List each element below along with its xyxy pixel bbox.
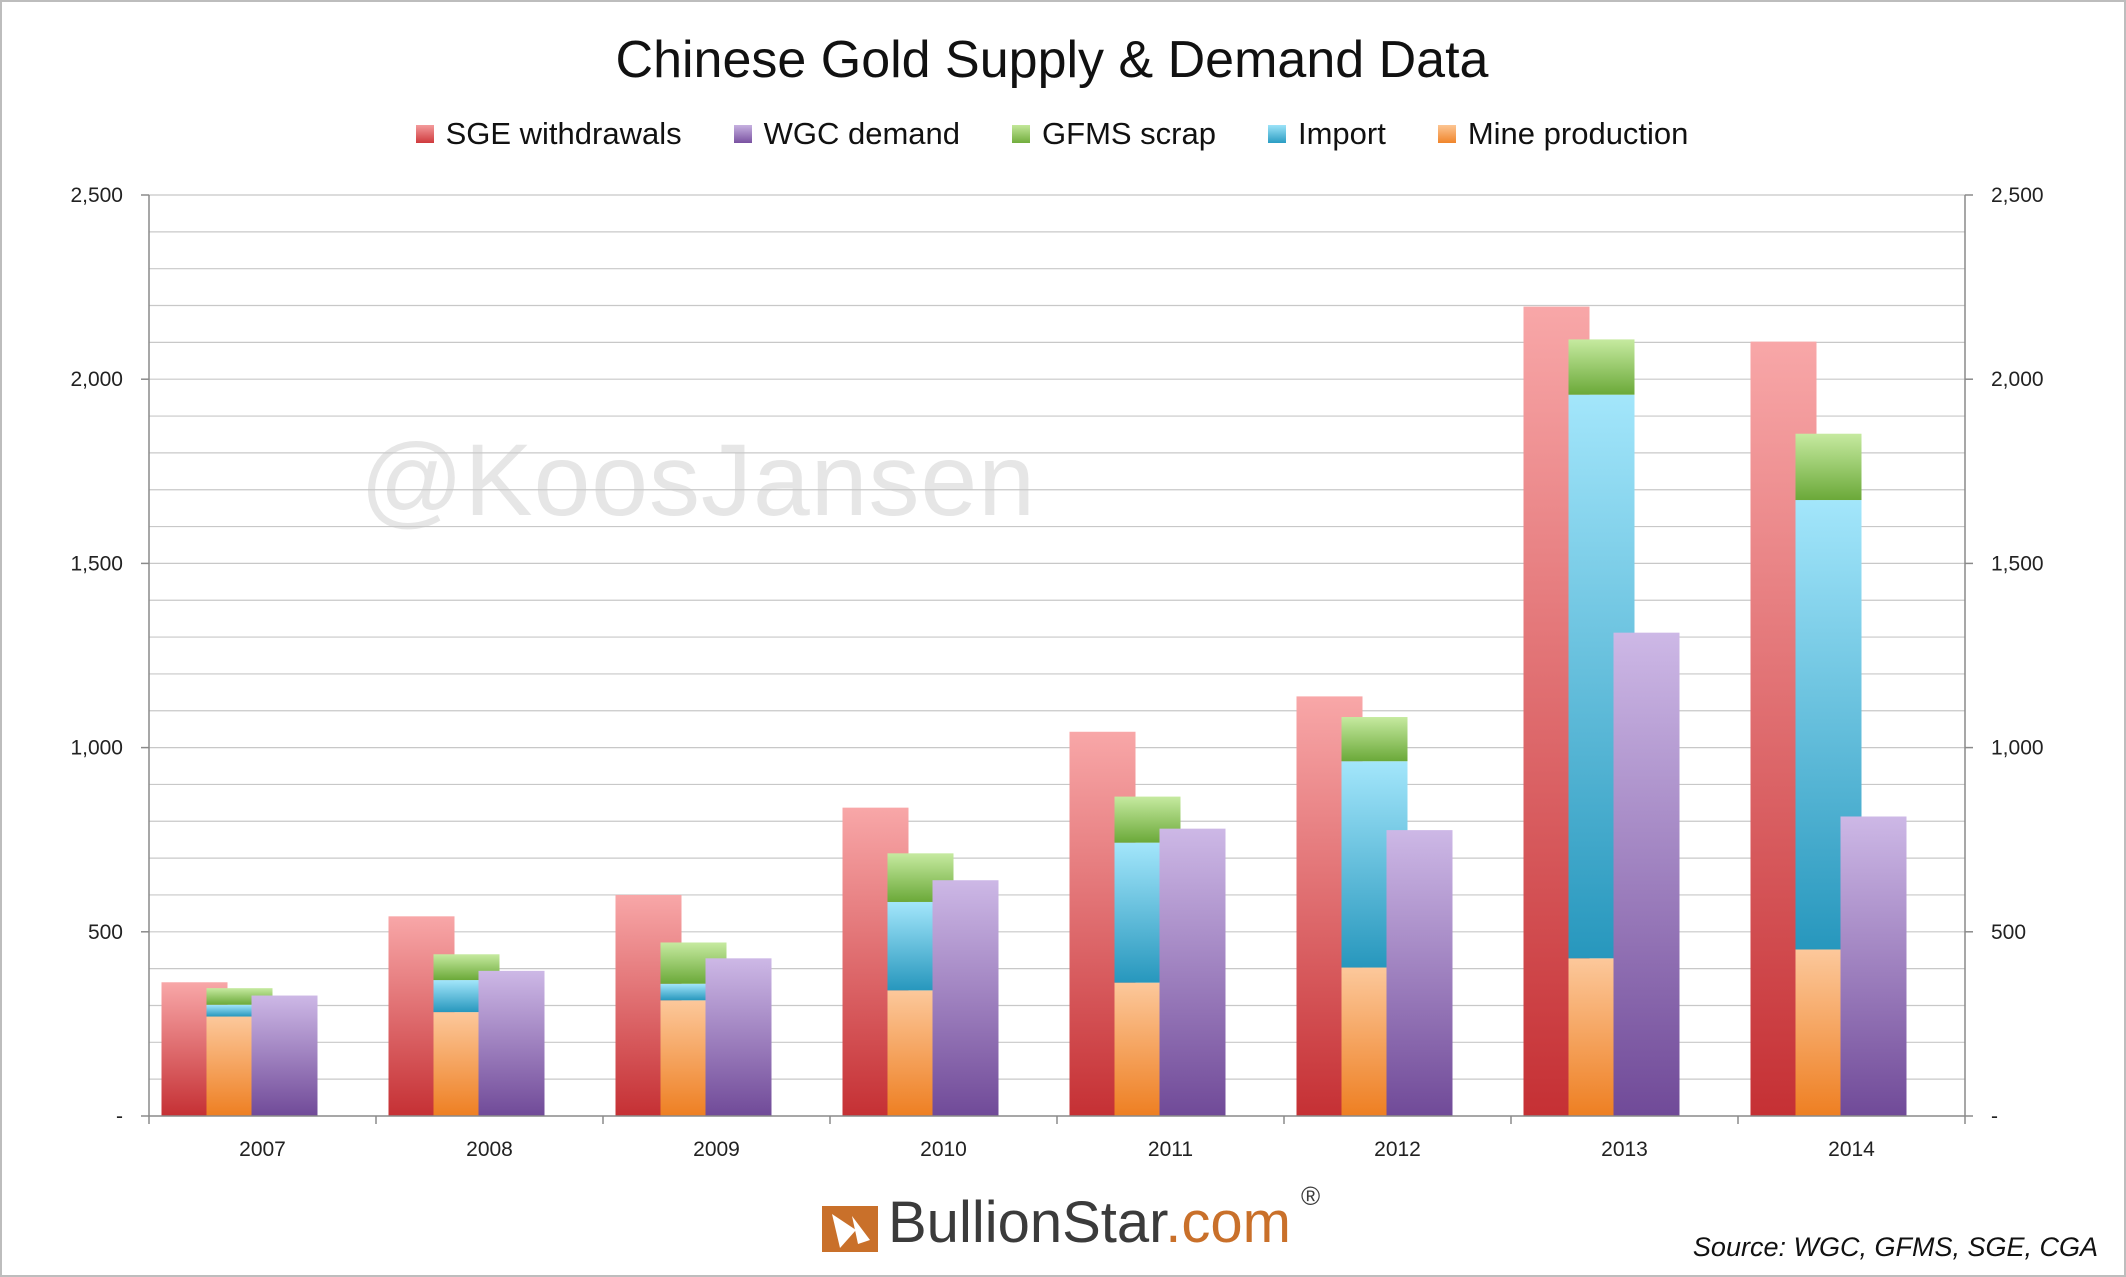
source-note: Source: WGC, GFMS, SGE, CGA: [1692, 1232, 2098, 1262]
bar-wgc-demand: [705, 958, 772, 1116]
legend-item-mine-production: Mine production: [1437, 116, 1689, 152]
legend-swatch-wgc: [733, 125, 752, 143]
x-tick-label: 2014: [1828, 1138, 1875, 1161]
y-tick-label-right: 2,000: [1991, 368, 2044, 391]
logo-domain: .com: [1165, 1190, 1291, 1255]
x-tick-label: 2011: [1148, 1138, 1193, 1161]
bar-wgc-demand: [1386, 830, 1453, 1116]
bar-import: [206, 1004, 273, 1017]
legend-swatch-mine: [1437, 125, 1456, 143]
legend-item-sge-withdrawals: SGE withdrawals: [415, 116, 682, 152]
x-tick-label: 2010: [920, 1138, 967, 1161]
legend-item-wgc-demand: WGC demand: [733, 116, 961, 152]
y-tick-label-left: 2,500: [70, 184, 123, 207]
x-tick-label: 2009: [693, 1138, 740, 1161]
y-tick-label-left: -: [116, 1105, 123, 1128]
logo-brand-name: BullionStar: [888, 1190, 1166, 1255]
y-tick-label-right: -: [1991, 1105, 1998, 1128]
bar-gfms-scrap: [1341, 717, 1408, 762]
bar-wgc-demand: [478, 970, 545, 1116]
chart-title: Chinese Gold Supply & Demand Data: [615, 31, 1489, 89]
bar-wgc-demand: [1613, 632, 1680, 1116]
y-tick-label-left: 500: [88, 921, 123, 944]
y-tick-label-right: 2,500: [1991, 184, 2044, 207]
y-tick-label-left: 1,500: [70, 552, 123, 575]
y-tick-label-right: 500: [1991, 921, 2026, 944]
legend-swatch-import: [1267, 125, 1286, 143]
legend-swatch-sge: [415, 125, 434, 143]
bars: [161, 306, 1907, 1117]
x-tick-label: 2007: [239, 1138, 286, 1161]
bar-wgc-demand: [1840, 816, 1907, 1116]
x-tick-label: 2012: [1374, 1138, 1421, 1161]
legend-swatch-gfms: [1012, 125, 1031, 143]
x-tick-label: 2008: [466, 1138, 513, 1161]
legend-label-gfms: GFMS scrap: [1042, 116, 1216, 151]
bar-wgc-demand: [932, 880, 999, 1116]
tick-labels: - - 500 500 1,000 1,000 1,500 1,500 2,000 2,000 2,…: [70, 184, 2043, 1161]
bar-gfms-scrap: [1795, 433, 1862, 501]
bar-wgc-demand: [1159, 828, 1226, 1116]
y-tick-label-right: 1,500: [1991, 552, 2044, 575]
y-tick-label-right: 1,000: [1991, 737, 2044, 760]
legend-label-wgc: WGC demand: [763, 116, 961, 151]
axes: [141, 194, 1973, 1124]
logo-text: BullionStar.com: [888, 1194, 1291, 1252]
legend-label-mine: Mine production: [1467, 116, 1689, 151]
watermark: @KoosJansen: [360, 423, 1036, 537]
star-logo-icon: [822, 1206, 878, 1252]
x-tick-label: 2013: [1601, 1138, 1648, 1161]
legend: SGE withdrawals WGC demand GFMS scrap Im…: [2, 116, 2102, 152]
bar-gfms-scrap: [1568, 339, 1635, 395]
legend-label-import: Import: [1297, 116, 1386, 151]
bullionstar-logo: BullionStar.com ®: [822, 1181, 1320, 1252]
legend-item-import: Import: [1267, 116, 1386, 152]
y-tick-label-left: 2,000: [70, 368, 123, 391]
logo-registered-mark: ®: [1300, 1181, 1321, 1211]
y-tick-label-left: 1,000: [70, 737, 123, 760]
legend-label-sge: SGE withdrawals: [445, 116, 682, 151]
legend-item-gfms-scrap: GFMS scrap: [1012, 116, 1216, 152]
bar-wgc-demand: [251, 995, 318, 1116]
